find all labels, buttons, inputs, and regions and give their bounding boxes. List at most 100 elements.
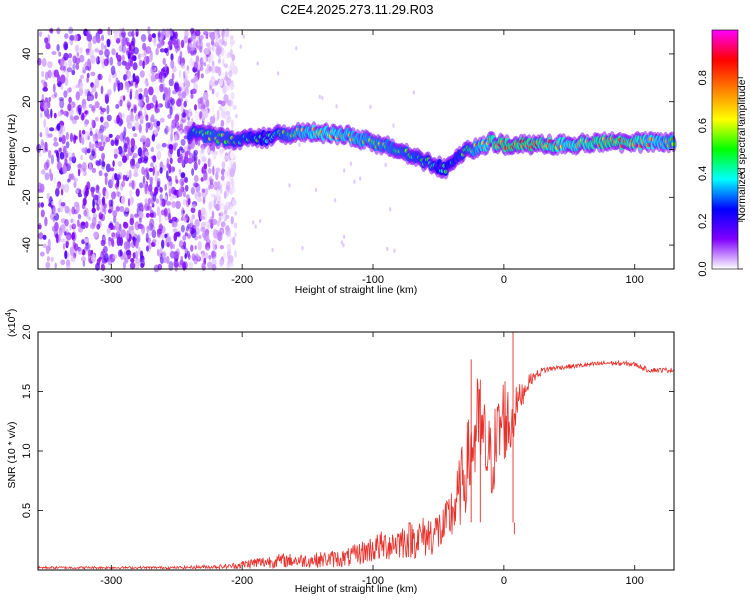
noise-speckle xyxy=(139,53,145,58)
noise-speckle xyxy=(133,106,137,114)
noise-speckle xyxy=(230,150,236,160)
noise-speckle xyxy=(60,74,66,84)
noise-speckle xyxy=(133,55,137,61)
noise-speckle xyxy=(92,35,97,45)
noise-speckle xyxy=(132,126,136,132)
noise-speckle xyxy=(106,104,110,115)
spectrogram-y-ticks: -40 -20 0 20 40 xyxy=(21,48,674,253)
noise-speckle xyxy=(230,60,235,70)
noise-speckle xyxy=(145,137,151,148)
noise-speckle xyxy=(207,157,211,168)
noise-speckle xyxy=(81,239,85,245)
noise-speckle xyxy=(94,91,98,99)
noise-speckle xyxy=(211,46,215,52)
noise-speckle xyxy=(104,94,109,105)
noise-speckle xyxy=(101,161,106,168)
noise-speckle xyxy=(288,183,291,188)
noise-speckle xyxy=(211,65,216,74)
noise-speckle xyxy=(181,158,185,168)
noise-speckle xyxy=(48,96,52,102)
noise-speckle xyxy=(200,147,205,155)
noise-speckle xyxy=(222,252,227,261)
noise-speckle xyxy=(139,119,144,124)
noise-speckle xyxy=(146,172,150,181)
noise-speckle xyxy=(215,38,219,46)
noise-speckle xyxy=(196,254,200,261)
noise-speckle xyxy=(60,184,65,191)
noise-speckle xyxy=(102,141,106,148)
noise-speckle xyxy=(68,96,72,104)
noise-speckle xyxy=(167,175,172,182)
noise-speckle xyxy=(211,210,215,219)
x-tick-label: -100 xyxy=(362,575,384,587)
noise-speckle xyxy=(189,57,193,67)
noise-speckle xyxy=(211,193,215,198)
noise-speckle xyxy=(209,116,216,124)
noise-speckle xyxy=(150,116,154,123)
noise-speckle xyxy=(159,167,163,174)
noise-speckle xyxy=(171,119,177,129)
noise-speckle xyxy=(175,121,180,129)
noise-speckle xyxy=(143,48,147,57)
noise-speckle xyxy=(106,38,111,48)
noise-speckle xyxy=(169,96,173,103)
noise-speckle xyxy=(165,201,172,206)
noise-speckle xyxy=(98,170,103,177)
noise-speckle xyxy=(65,68,70,78)
noise-speckle xyxy=(108,74,112,84)
noise-speckle xyxy=(79,82,84,90)
noise-speckle xyxy=(80,256,87,262)
noise-speckle xyxy=(178,93,182,99)
colorbar-gradient xyxy=(711,29,739,270)
noise-speckle xyxy=(173,232,178,242)
noise-speckle xyxy=(75,44,79,53)
noise-speckle xyxy=(232,104,237,110)
noise-speckle xyxy=(158,103,161,109)
noise-speckle xyxy=(392,123,395,128)
noise-speckle xyxy=(212,165,215,176)
noise-speckle xyxy=(130,40,134,46)
noise-speckle xyxy=(231,186,237,194)
noise-speckle xyxy=(200,65,204,72)
noise-speckle xyxy=(156,180,161,188)
colorbar-tick-label: 0.8 xyxy=(697,70,709,85)
noise-speckle xyxy=(159,198,165,207)
noise-speckle xyxy=(66,67,73,73)
noise-speckle xyxy=(168,181,173,191)
snr-series-line xyxy=(37,359,675,571)
noise-speckle xyxy=(71,231,77,242)
noise-speckle xyxy=(205,243,208,250)
noise-speckle xyxy=(68,158,72,167)
noise-speckle xyxy=(230,92,235,100)
noise-speckle xyxy=(135,239,139,249)
noise-speckle xyxy=(132,62,138,71)
noise-speckle xyxy=(135,161,140,169)
y-tick-label: 1.0 xyxy=(21,443,33,458)
noise-speckle xyxy=(229,254,234,262)
noise-speckle xyxy=(199,57,204,67)
noise-speckle xyxy=(131,180,136,190)
figure-title: C2E4.2025.273.11.29.R03 xyxy=(281,2,434,17)
noise-speckle xyxy=(126,114,131,125)
noise-speckle xyxy=(224,225,230,232)
noise-speckle xyxy=(92,212,98,220)
noise-speckle xyxy=(134,75,140,85)
noise-speckle xyxy=(220,109,226,118)
noise-speckle xyxy=(218,66,222,77)
noise-speckle xyxy=(187,145,191,154)
noise-speckle xyxy=(386,246,389,252)
noise-speckle xyxy=(208,255,212,263)
noise-speckle xyxy=(38,152,42,157)
noise-speckle xyxy=(146,225,149,231)
noise-speckle xyxy=(190,46,195,52)
noise-speckle xyxy=(184,151,189,158)
noise-speckle xyxy=(207,147,210,154)
noise-speckle xyxy=(109,221,113,227)
noise-speckle xyxy=(138,225,144,230)
noise-speckle xyxy=(153,38,157,47)
noise-speckle xyxy=(47,69,52,79)
noise-speckle xyxy=(159,75,165,83)
noise-speckle xyxy=(121,30,126,39)
noise-speckle xyxy=(64,77,69,86)
noise-speckle xyxy=(94,78,100,88)
